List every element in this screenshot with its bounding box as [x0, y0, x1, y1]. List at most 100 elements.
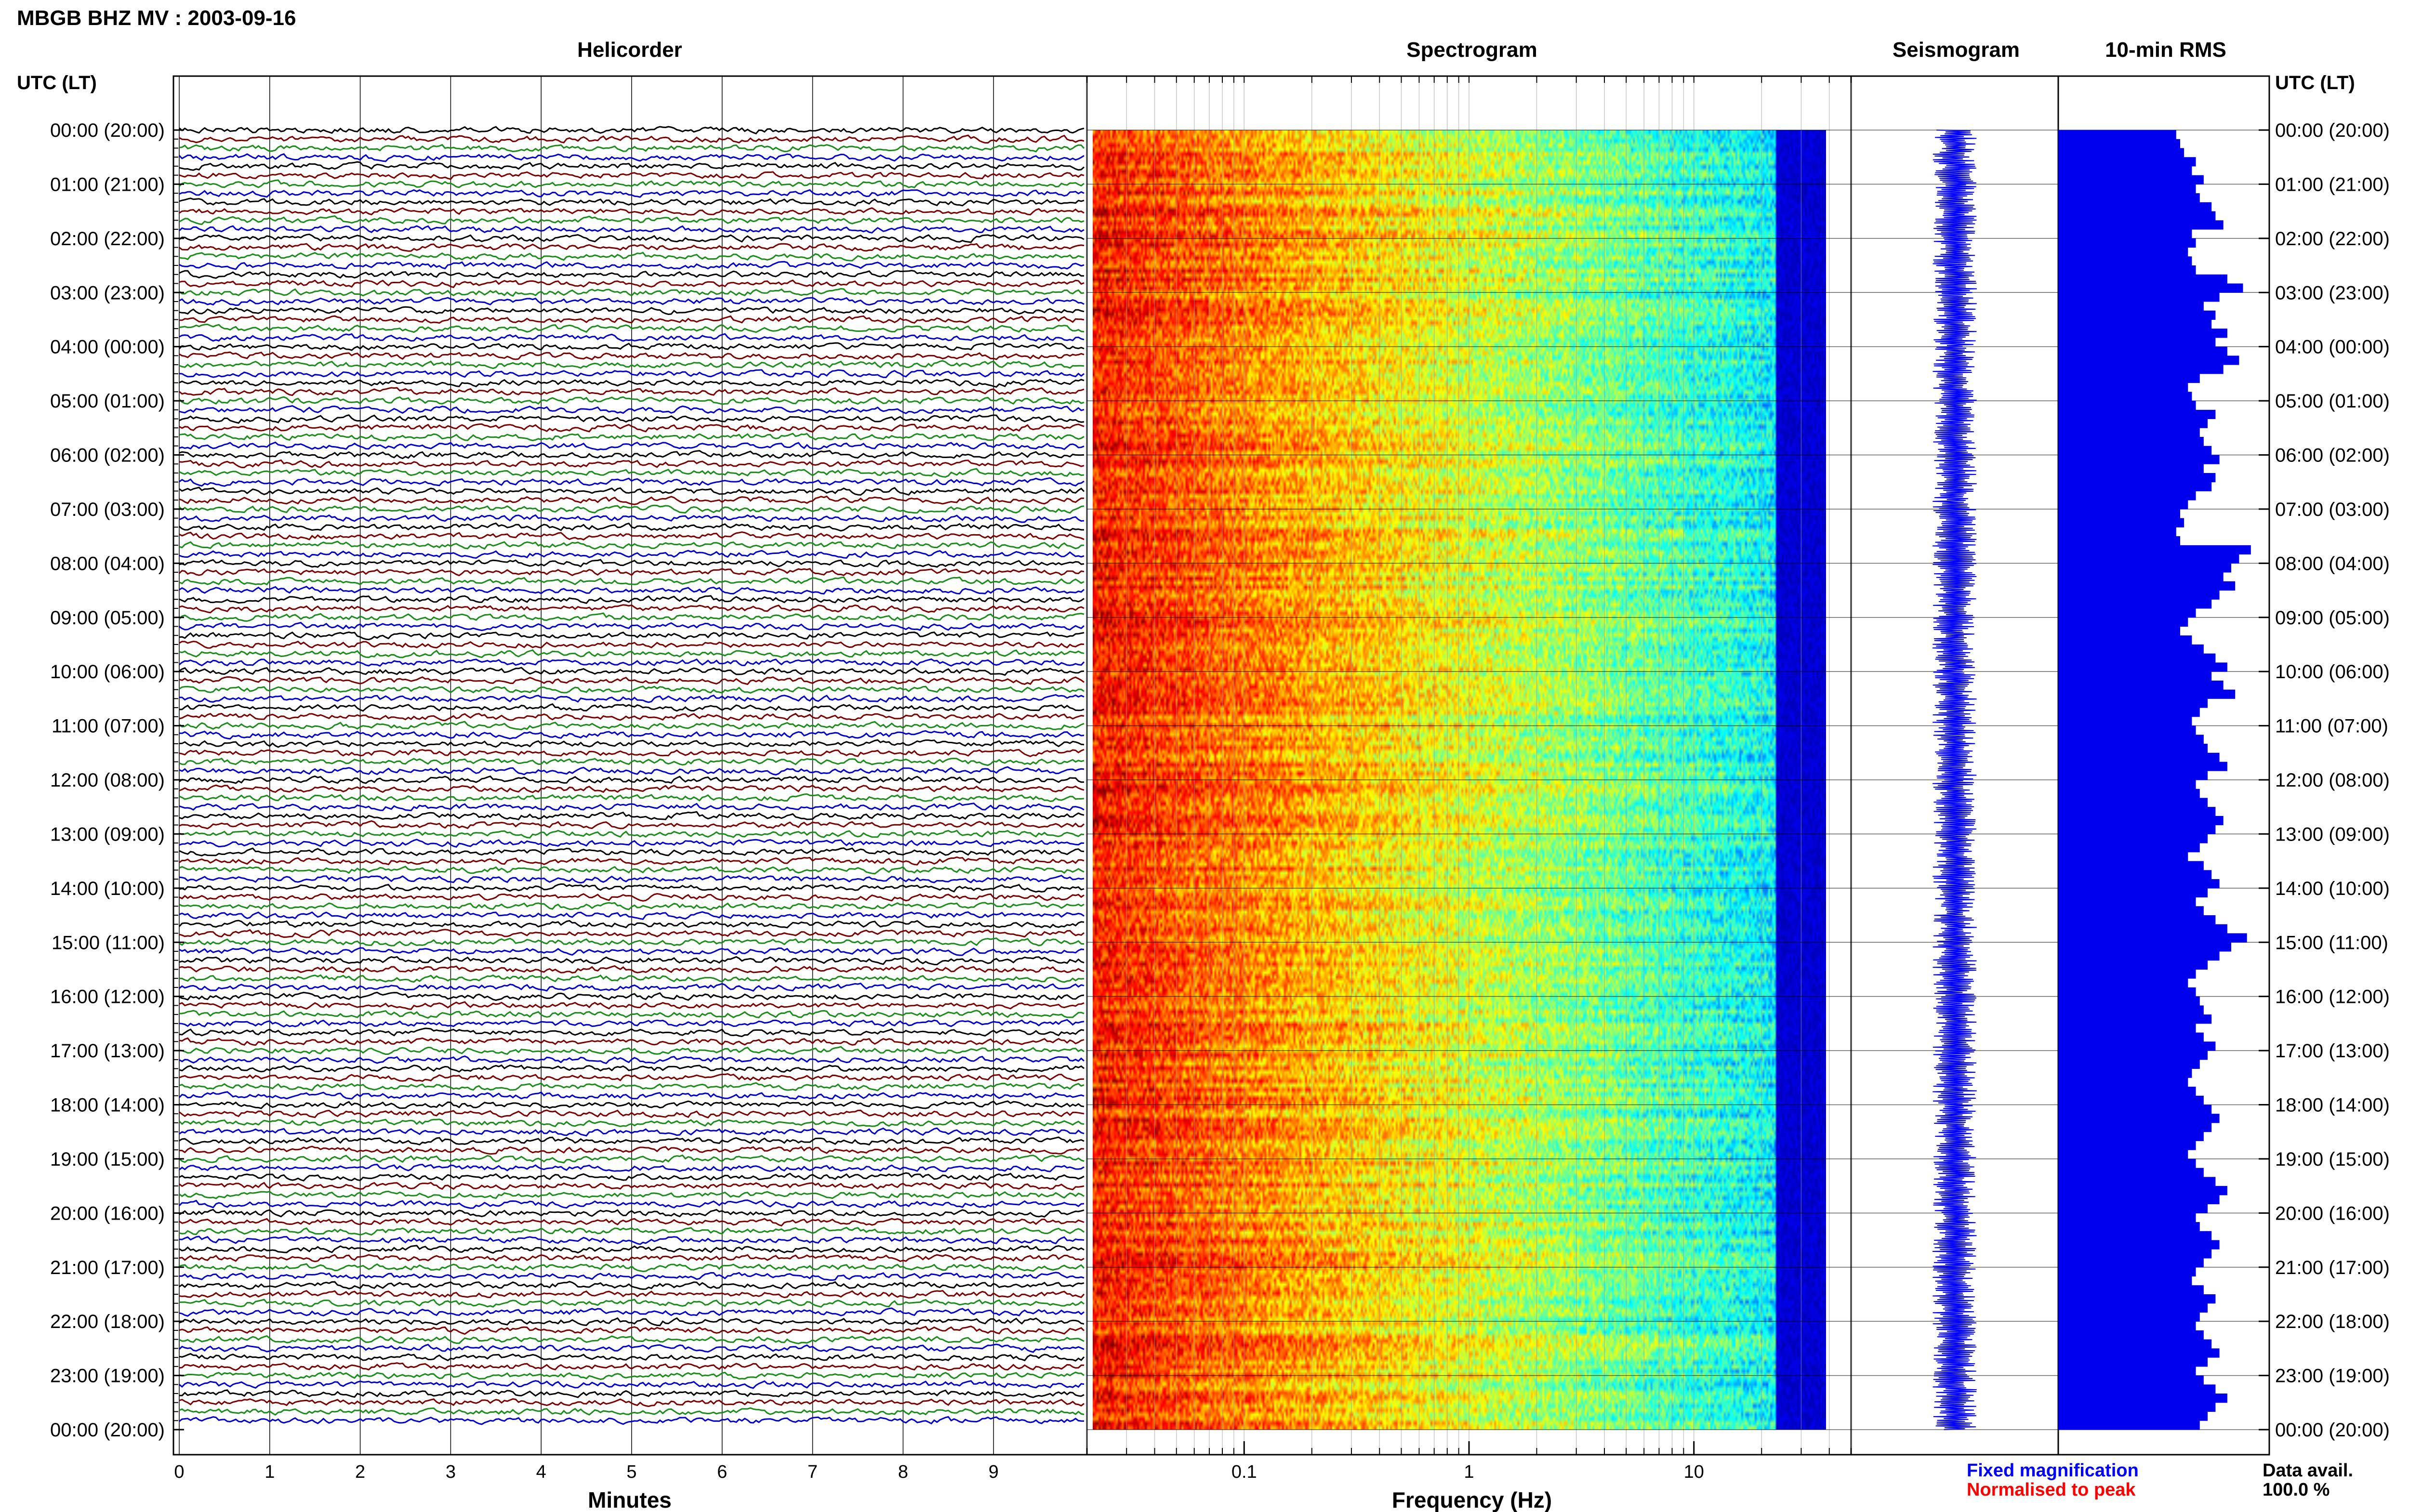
helicorder-trace: [179, 875, 1085, 884]
rms-bar: [2058, 852, 2188, 862]
helicorder-trace: [178, 1118, 1085, 1128]
helicorder-trace: [179, 1398, 1085, 1407]
helicorder-trace: [179, 1289, 1085, 1299]
helicorder-trace: [179, 279, 1085, 289]
helicorder-trace: [179, 486, 1085, 496]
rms-bar: [2058, 554, 2239, 564]
rms-bar: [2058, 780, 2196, 789]
panel-title-rms: 10-min RMS: [2105, 38, 2226, 62]
rms-bar: [2058, 283, 2243, 293]
helicorder-trace: [179, 477, 1085, 487]
helicorder-trace: [179, 126, 1085, 135]
helicorder-trace: [179, 189, 1085, 198]
helicorder-trace: [179, 1001, 1085, 1010]
rms-bar: [2058, 698, 2208, 708]
helicorder-trace: [179, 802, 1085, 812]
hour-label-left: 14:00 (10:00): [50, 878, 165, 899]
helicorder-trace: [179, 576, 1085, 586]
hour-label-right: 06:00 (02:00): [2275, 445, 2390, 466]
rms-bar: [2058, 1321, 2196, 1331]
rms-bar: [2058, 879, 2220, 889]
hour-label-right: 05:00 (01:00): [2275, 391, 2390, 412]
helicorder-trace: [179, 676, 1085, 685]
rms-bar: [2058, 572, 2224, 582]
helicorder-trace: [179, 1263, 1085, 1273]
helicorder-trace: [179, 739, 1085, 748]
helicorder-trace: [179, 1371, 1085, 1381]
helicorder-trace: [179, 991, 1085, 1001]
panel-title-spectrogram: Spectrogram: [1406, 38, 1537, 62]
helicorder-trace: [179, 866, 1085, 875]
helicorder-trace: [179, 243, 1085, 252]
spectrogram-xlabel: Frequency (Hz): [1392, 1487, 1552, 1512]
helicorder-trace: [179, 161, 1085, 171]
rms-bar: [2058, 735, 2204, 744]
helicorder-trace: [179, 333, 1085, 342]
helicorder-trace: [178, 396, 1085, 405]
rms-bar: [2058, 446, 2212, 455]
helicorder-trace: [179, 550, 1085, 559]
helicorder-tick-label: 7: [807, 1462, 818, 1482]
rms-bar: [2058, 1402, 2216, 1412]
rms-bar: [2058, 1005, 2204, 1015]
helicorder-trace: [179, 595, 1085, 604]
helicorder-trace: [179, 956, 1085, 966]
hour-label-right: 03:00 (23:00): [2275, 282, 2390, 303]
rms-bar: [2058, 1150, 2188, 1159]
helicorder-trace: [179, 856, 1085, 866]
rms-bar: [2058, 1420, 2200, 1430]
helicorder-trace: [179, 379, 1085, 388]
hour-label-left: 12:00 (08:00): [50, 770, 165, 791]
rms-bar: [2058, 482, 2212, 491]
legend-normalised: Normalised to peak: [1967, 1480, 2136, 1500]
helicorder-trace: [179, 459, 1085, 469]
spectrogram-tick-label: 10: [1684, 1462, 1704, 1482]
helicorder-trace: [179, 820, 1085, 829]
rms-bar: [2058, 545, 2251, 555]
spectrogram-tick-label: 0.1: [1231, 1462, 1257, 1482]
rms-bar: [2058, 1122, 2212, 1132]
rms-bar: [2058, 1312, 2200, 1322]
rms-bar: [2058, 1195, 2220, 1205]
rms-bar: [2058, 942, 2231, 952]
helicorder-trace: [179, 929, 1085, 938]
helicorder-trace: [179, 306, 1085, 316]
hour-label-left: 05:00 (01:00): [50, 391, 165, 412]
rms-bar: [2058, 906, 2204, 916]
helicorder-tick-label: 3: [446, 1462, 456, 1482]
rms-bar: [2058, 365, 2224, 374]
helicorder-tick-label: 0: [174, 1462, 184, 1482]
rms-bar: [2058, 1339, 2212, 1349]
rms-bar: [2058, 1032, 2204, 1042]
helicorder-trace: [179, 1027, 1085, 1038]
helicorder-trace: [179, 1190, 1085, 1199]
rms-bar: [2058, 1267, 2196, 1276]
rms-bar: [2058, 346, 2227, 356]
helicorder-trace: [179, 631, 1085, 641]
helicorder-trace: [179, 261, 1085, 270]
hour-label-left: 19:00 (15:00): [50, 1149, 165, 1170]
rms-bar: [2058, 671, 2212, 681]
helicorder-trace: [179, 441, 1085, 451]
helicorder-trace: [179, 559, 1085, 568]
panel-title-seismogram: Seismogram: [1893, 38, 2020, 62]
hour-label-left: 06:00 (02:00): [50, 445, 165, 466]
rms-bar: [2058, 1394, 2227, 1403]
hour-label-right: 02:00 (22:00): [2275, 228, 2390, 250]
rms-bar: [2058, 184, 2196, 194]
rms-bar: [2058, 915, 2216, 925]
helicorder-trace: [179, 893, 1085, 902]
rms-bar: [2058, 762, 2227, 771]
helicorder-trace: [179, 1082, 1085, 1091]
rms-bar: [2058, 789, 2200, 798]
rms-bar: [2058, 193, 2200, 203]
helicorder-trace: [179, 811, 1085, 821]
rms-bar: [2058, 1087, 2196, 1096]
helicorder-trace: [179, 1073, 1085, 1082]
helicorder-trace: [179, 1037, 1085, 1046]
helicorder-trace: [179, 1281, 1085, 1290]
helicorder-trace: [179, 468, 1085, 478]
rms-bar: [2058, 897, 2196, 907]
rms-bar: [2058, 1276, 2192, 1286]
